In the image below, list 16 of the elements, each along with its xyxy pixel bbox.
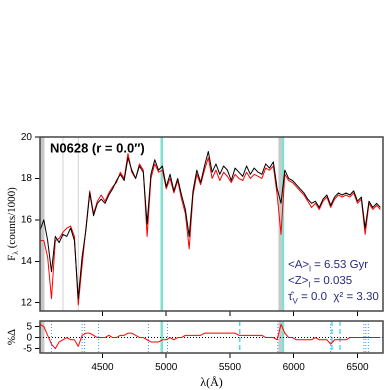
- y-tick-label: 18: [20, 173, 32, 184]
- y-tick-label: 12: [20, 297, 32, 308]
- annotation: N0628 (r = 0.0″): [50, 140, 145, 156]
- x-tick-label: 5500: [218, 362, 242, 373]
- x-tick-label: 4500: [91, 362, 114, 373]
- y-tick-label: -5: [23, 343, 32, 354]
- x-tick-label: 6500: [346, 362, 370, 373]
- y-tick-label: 5: [26, 321, 32, 332]
- y-tick-label: 20: [20, 132, 32, 143]
- y-tick-label: 0: [26, 332, 32, 344]
- x-tick-label: 5000: [155, 362, 178, 373]
- y-axis-title: %Δ: [6, 328, 18, 346]
- y-tick-label: 14: [20, 256, 32, 268]
- y-tick-label: 16: [20, 214, 32, 226]
- x-axis-title: λ(Å): [200, 375, 223, 390]
- x-tick-label: 6000: [282, 362, 306, 373]
